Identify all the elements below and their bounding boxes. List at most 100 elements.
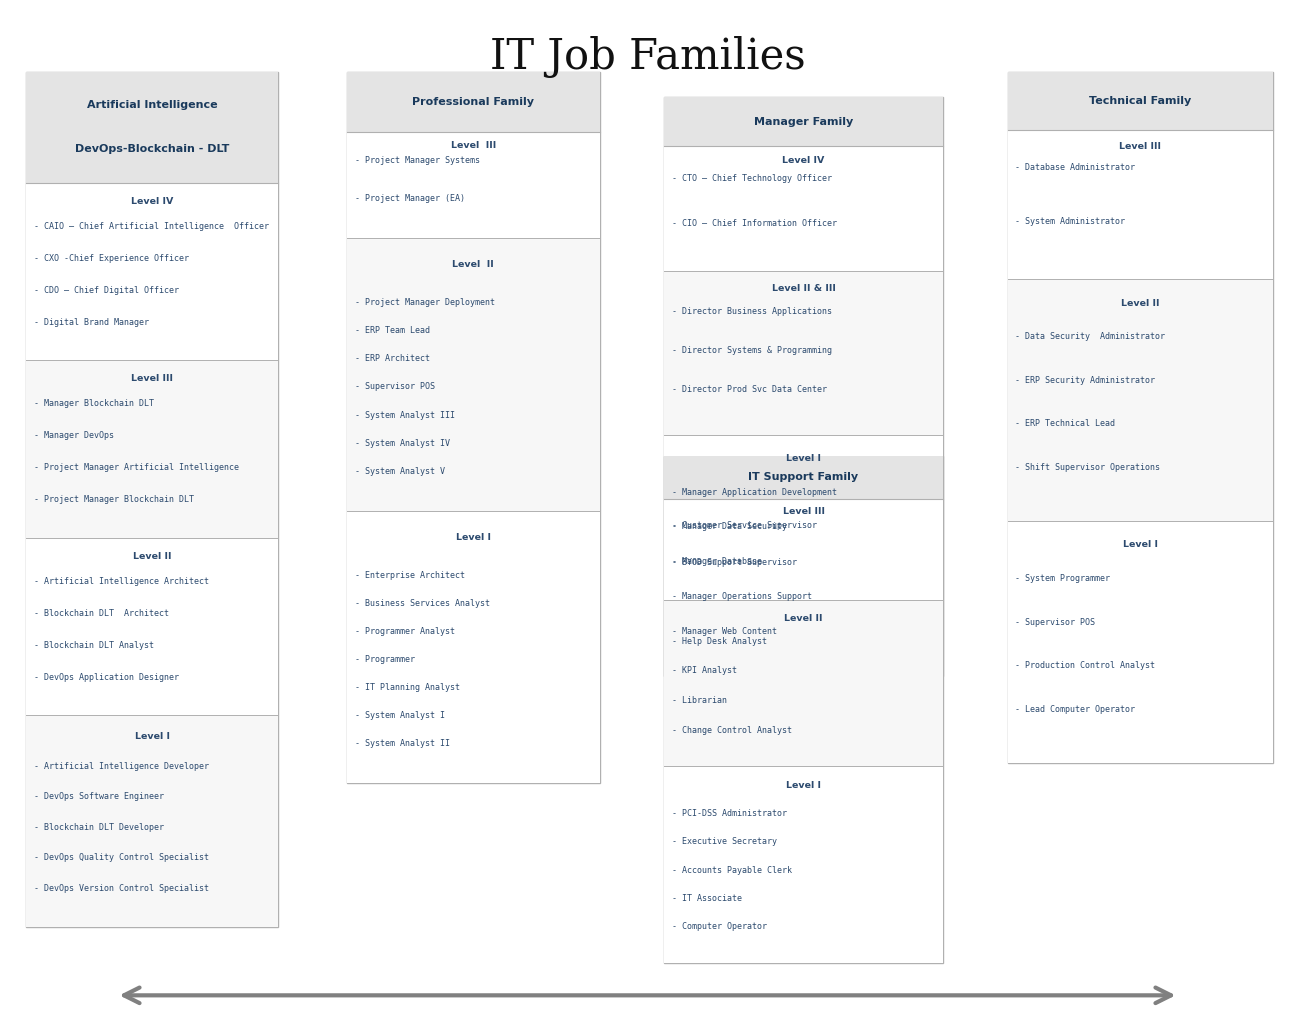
Text: - CXO -Chief Experience Officer: - CXO -Chief Experience Officer [34, 254, 189, 263]
Text: - BYOD Support Supervisor: - BYOD Support Supervisor [672, 558, 798, 566]
Text: - Manager Blockchain DLT: - Manager Blockchain DLT [34, 399, 154, 409]
Text: Level III: Level III [782, 507, 825, 516]
Bar [26, 538, 278, 715]
Text: Level  III: Level III [451, 140, 496, 150]
Bar [664, 146, 943, 271]
Bar [664, 434, 943, 676]
Text: - Manager Operations Support: - Manager Operations Support [672, 592, 812, 601]
Text: - DevOps Quality Control Specialist: - DevOps Quality Control Specialist [34, 853, 208, 862]
Text: - Help Desk Analyst: - Help Desk Analyst [672, 637, 767, 646]
Text: - Computer Operator: - Computer Operator [672, 923, 767, 932]
Bar [1008, 280, 1273, 521]
Text: Level III: Level III [131, 375, 174, 383]
Bar [347, 132, 600, 239]
Bar [26, 715, 278, 927]
Text: - Blockchain DLT  Architect: - Blockchain DLT Architect [34, 608, 168, 617]
Text: - Manager Web Content: - Manager Web Content [672, 627, 777, 636]
Text: Level III: Level III [1119, 142, 1162, 152]
Text: - Librarian: - Librarian [672, 696, 726, 706]
Text: - Lead Computer Operator: - Lead Computer Operator [1015, 705, 1136, 714]
Text: - Manager DevOps: - Manager DevOps [34, 431, 114, 440]
Text: - Director Business Applications: - Director Business Applications [672, 307, 833, 316]
Text: - Business Services Analyst: - Business Services Analyst [355, 599, 490, 608]
Text: Level  II: Level II [452, 260, 495, 269]
Text: - Project Manager Deployment: - Project Manager Deployment [355, 298, 495, 307]
Text: - Shift Supervisor Operations: - Shift Supervisor Operations [1015, 463, 1160, 472]
Text: - ERP Technical Lead: - ERP Technical Lead [1015, 420, 1115, 428]
Text: Level II: Level II [133, 552, 171, 561]
Text: Level II & III: Level II & III [772, 284, 835, 293]
Bar [664, 499, 943, 600]
Bar [1008, 521, 1273, 763]
Bar [347, 239, 600, 511]
Bar [664, 97, 943, 676]
Bar [664, 271, 943, 434]
Text: - KPI Analyst: - KPI Analyst [672, 667, 737, 676]
Bar [664, 456, 943, 963]
Text: - CAIO – Chief Artificial Intelligence  Officer: - CAIO – Chief Artificial Intelligence O… [34, 222, 268, 230]
Text: Level I: Level I [786, 454, 821, 463]
Bar [347, 72, 600, 783]
Bar [26, 72, 278, 183]
Text: - System Programmer: - System Programmer [1015, 574, 1110, 584]
Text: - Database Administrator: - Database Administrator [1015, 163, 1136, 172]
Text: - Manager Application Development: - Manager Application Development [672, 487, 837, 497]
Text: - DevOps Application Designer: - DevOps Application Designer [34, 673, 179, 682]
Text: - Enterprise Architect: - Enterprise Architect [355, 570, 465, 580]
Text: Level IV: Level IV [782, 157, 825, 166]
Bar [664, 456, 943, 499]
Text: - Supervisor POS: - Supervisor POS [1015, 617, 1096, 627]
Text: - Artificial Intelligence Architect: - Artificial Intelligence Architect [34, 577, 208, 586]
Text: - Customer Service Supervisor: - Customer Service Supervisor [672, 521, 817, 530]
Text: Level II: Level II [785, 613, 822, 623]
Text: - Blockchain DLT Developer: - Blockchain DLT Developer [34, 822, 163, 831]
Text: - System Analyst IV: - System Analyst IV [355, 438, 449, 447]
Bar [1008, 130, 1273, 280]
Text: Level I: Level I [1123, 541, 1158, 550]
Bar [1008, 72, 1273, 763]
Text: - Project Manager Blockchain DLT: - Project Manager Blockchain DLT [34, 496, 194, 504]
Bar [26, 183, 278, 360]
Text: - Production Control Analyst: - Production Control Analyst [1015, 662, 1155, 671]
Text: - Project Manager Artificial Intelligence: - Project Manager Artificial Intelligenc… [34, 463, 238, 472]
Text: - Executive Secretary: - Executive Secretary [672, 838, 777, 846]
Text: - Director Prod Svc Data Center: - Director Prod Svc Data Center [672, 385, 828, 394]
Text: Professional Family: Professional Family [412, 97, 535, 106]
Text: - Change Control Analyst: - Change Control Analyst [672, 726, 793, 735]
Text: Level I: Level I [786, 781, 821, 791]
Bar [26, 360, 278, 538]
Text: - Data Security  Administrator: - Data Security Administrator [1015, 333, 1166, 341]
Text: - DevOps Version Control Specialist: - DevOps Version Control Specialist [34, 884, 208, 893]
Text: - DevOps Software Engineer: - DevOps Software Engineer [34, 793, 163, 801]
Text: - System Analyst V: - System Analyst V [355, 467, 444, 475]
Text: Artificial Intelligence: Artificial Intelligence [87, 100, 218, 110]
Text: - ERP Team Lead: - ERP Team Lead [355, 327, 430, 336]
Text: - System Analyst III: - System Analyst III [355, 411, 455, 420]
Text: - System Analyst II: - System Analyst II [355, 739, 449, 748]
Text: - IT Planning Analyst: - IT Planning Analyst [355, 683, 460, 692]
Text: - PCI-DSS Administrator: - PCI-DSS Administrator [672, 809, 787, 818]
Text: - Manager Database: - Manager Database [672, 557, 761, 566]
Text: - System Analyst I: - System Analyst I [355, 711, 444, 720]
Text: - Digital Brand Manager: - Digital Brand Manager [34, 317, 149, 327]
Text: - Director Systems & Programming: - Director Systems & Programming [672, 346, 833, 355]
Text: - ERP Architect: - ERP Architect [355, 354, 430, 364]
Bar [347, 72, 600, 132]
Bar [664, 600, 943, 766]
Text: IT Support Family: IT Support Family [749, 472, 859, 482]
Text: - System Administrator: - System Administrator [1015, 217, 1125, 225]
Text: IT Job Families: IT Job Families [490, 36, 805, 78]
Text: - Blockchain DLT Analyst: - Blockchain DLT Analyst [34, 641, 154, 649]
Text: - IT Associate: - IT Associate [672, 894, 742, 903]
Text: - ERP Security Administrator: - ERP Security Administrator [1015, 376, 1155, 385]
Text: Manager Family: Manager Family [754, 117, 853, 127]
Bar [26, 72, 278, 927]
Text: - Manager Data Security: - Manager Data Security [672, 522, 787, 531]
Text: - Programmer: - Programmer [355, 655, 414, 664]
Bar [1008, 72, 1273, 130]
Text: - CDO – Chief Digital Officer: - CDO – Chief Digital Officer [34, 286, 179, 295]
Text: DevOps-Blockchain - DLT: DevOps-Blockchain - DLT [75, 144, 229, 155]
Bar [664, 97, 943, 146]
Text: Level IV: Level IV [131, 197, 174, 206]
Text: - CTO – Chief Technology Officer: - CTO – Chief Technology Officer [672, 174, 833, 183]
